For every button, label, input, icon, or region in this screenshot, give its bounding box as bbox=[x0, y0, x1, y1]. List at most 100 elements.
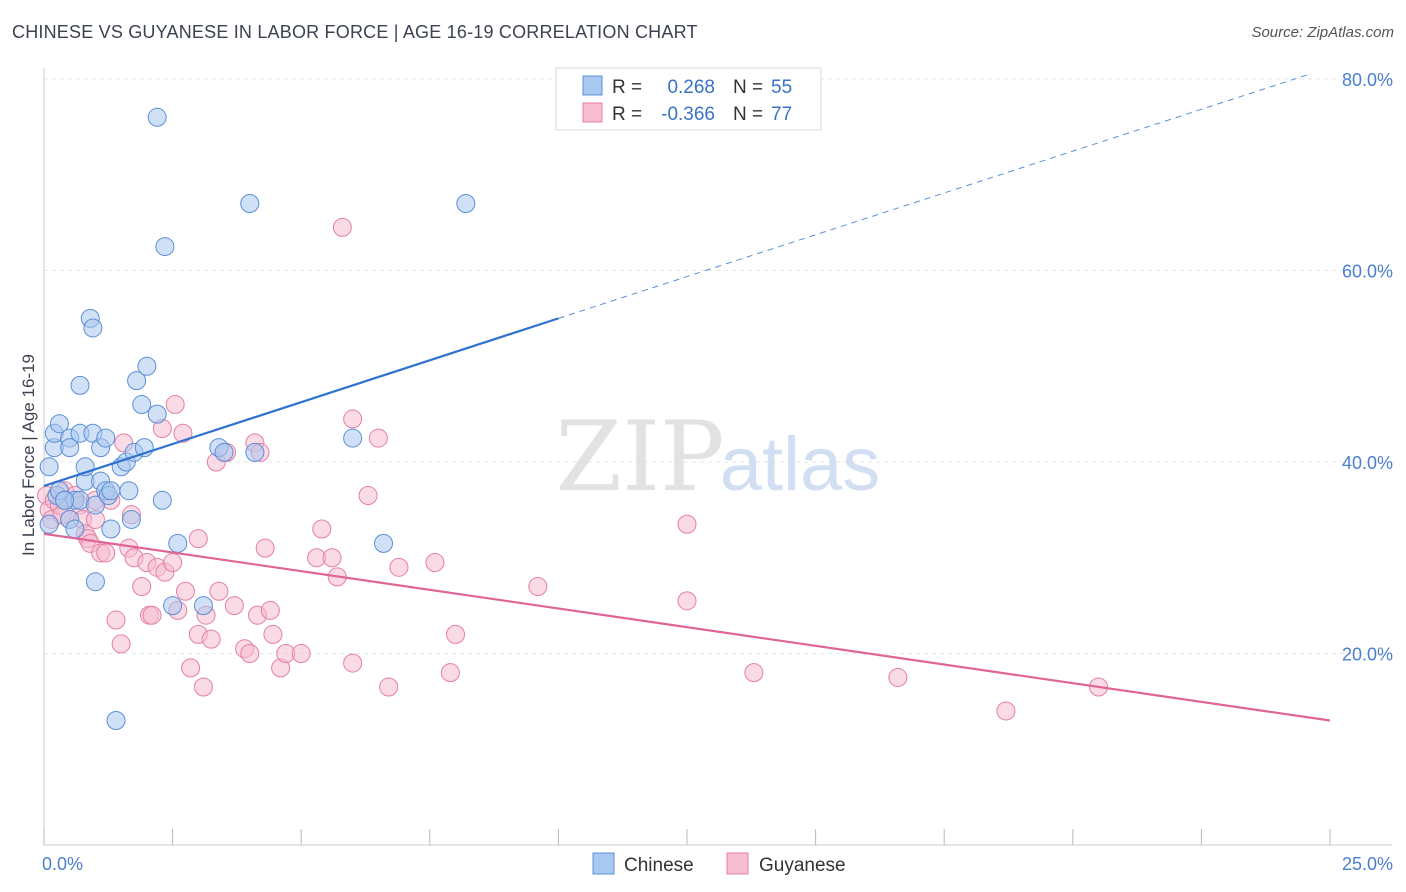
chinese-point-0 bbox=[39, 457, 59, 477]
guyanese-point-19 bbox=[106, 610, 126, 630]
chinese-point-37 bbox=[132, 395, 152, 415]
watermark-zip: ZIP bbox=[555, 401, 724, 513]
guyanese-point-76 bbox=[888, 667, 908, 687]
y-tick-label-3: 80.0% bbox=[1342, 70, 1393, 90]
legend-r-label-guyanese: R = bbox=[612, 104, 642, 125]
guyanese-point-64 bbox=[343, 409, 363, 429]
chinese-point-44 bbox=[163, 596, 183, 616]
legend-n-label-guyanese: N = bbox=[733, 104, 763, 125]
guyanese-point-25 bbox=[132, 576, 152, 596]
chinese-trend-line bbox=[43, 317, 559, 487]
chinese-point-1 bbox=[39, 514, 59, 534]
chinese-point-51 bbox=[343, 428, 363, 448]
legend-r-value-guyanese: -0.366 bbox=[661, 104, 715, 125]
guyanese-point-66 bbox=[368, 428, 388, 448]
chinese-point-40 bbox=[147, 404, 167, 424]
bottom-legend-label-guyanese: Guyanese bbox=[759, 855, 846, 876]
guyanese-point-62 bbox=[332, 217, 352, 237]
guyanese-point-38 bbox=[188, 529, 208, 549]
chinese-point-34 bbox=[121, 509, 141, 529]
chinese-point-5 bbox=[49, 414, 69, 434]
chinese-point-41 bbox=[147, 107, 167, 127]
guyanese-point-73 bbox=[677, 514, 697, 534]
guyanese-point-70 bbox=[440, 663, 460, 683]
source-credit: Source: ZipAtlas.com bbox=[1251, 24, 1394, 41]
chinese-point-42 bbox=[152, 490, 172, 510]
chinese-point-28 bbox=[101, 481, 121, 501]
watermark-atlas: atlas bbox=[720, 422, 881, 507]
chinese-point-50 bbox=[245, 442, 265, 462]
chinese-point-49 bbox=[240, 193, 260, 213]
axes bbox=[43, 68, 1392, 846]
chinese-point-30 bbox=[106, 711, 126, 731]
chinese-point-22 bbox=[85, 495, 105, 515]
x-tick-label-1: 25.0% bbox=[1342, 854, 1393, 874]
guyanese-point-28 bbox=[142, 605, 162, 625]
legend-swatch-chinese bbox=[582, 75, 603, 96]
guyanese-point-69 bbox=[425, 553, 445, 573]
gridlines bbox=[44, 78, 1392, 654]
guyanese-point-57 bbox=[291, 644, 311, 663]
chinese-point-36 bbox=[127, 371, 147, 391]
series-legend: Chinese Guyanese bbox=[592, 852, 846, 876]
guyanese-point-37 bbox=[181, 658, 201, 678]
guyanese-point-40 bbox=[193, 677, 213, 697]
y-tick-label-2: 60.0% bbox=[1342, 262, 1393, 282]
guyanese-point-60 bbox=[322, 548, 342, 568]
guyanese-point-53 bbox=[260, 600, 280, 620]
trend-lines bbox=[43, 73, 1331, 722]
guyanese-point-44 bbox=[209, 581, 229, 601]
chinese-point-46 bbox=[193, 596, 213, 616]
guyanese-point-42 bbox=[201, 629, 221, 649]
legend-n-value-guyanese: 77 bbox=[771, 104, 792, 125]
chinese-point-39 bbox=[137, 356, 157, 376]
chinese-point-48 bbox=[214, 442, 234, 462]
legend-r-label-chinese: R = bbox=[612, 77, 642, 98]
x-tick-label-0: 0.0% bbox=[42, 854, 83, 874]
y-tick-label-1: 40.0% bbox=[1342, 453, 1393, 473]
chinese-point-45 bbox=[168, 533, 188, 553]
guyanese-point-52 bbox=[255, 538, 275, 558]
guyanese-point-46 bbox=[224, 596, 244, 616]
guyanese-point-54 bbox=[263, 624, 283, 644]
guyanese-point-20 bbox=[111, 634, 131, 654]
guyanese-trend-line bbox=[43, 532, 1331, 722]
bottom-legend-swatch-chinese bbox=[592, 852, 615, 875]
chinese-point-33 bbox=[119, 481, 139, 501]
guyanese-point-35 bbox=[173, 423, 193, 443]
series-chinese-points bbox=[39, 107, 476, 731]
guyanese-point-75 bbox=[744, 663, 764, 683]
y-axis-label: In Labor Force | Age 16-19 bbox=[19, 354, 38, 556]
guyanese-point-59 bbox=[312, 519, 332, 539]
chinese-point-53 bbox=[456, 193, 476, 213]
legend-swatch-guyanese bbox=[582, 102, 603, 123]
guyanese-point-32 bbox=[163, 553, 183, 573]
legend-n-label-chinese: N = bbox=[733, 77, 763, 98]
chinese-point-43 bbox=[155, 237, 175, 257]
bottom-legend-label-chinese: Chinese bbox=[624, 855, 694, 876]
chinese-point-9 bbox=[60, 438, 80, 458]
chart-title: CHINESE VS GUYANESE IN LABOR FORCE | AGE… bbox=[12, 22, 698, 42]
bottom-legend-swatch-guyanese bbox=[726, 852, 749, 875]
guyanese-point-48 bbox=[240, 644, 260, 663]
chinese-point-29 bbox=[101, 519, 121, 539]
guyanese-point-68 bbox=[389, 557, 409, 577]
stats-legend: R = 0.268 N = 55 R = -0.366 N = 77 bbox=[555, 67, 822, 131]
guyanese-point-63 bbox=[343, 653, 363, 673]
legend-n-value-chinese: 55 bbox=[771, 77, 792, 98]
guyanese-point-65 bbox=[358, 486, 378, 506]
guyanese-point-36 bbox=[175, 581, 195, 601]
y-tick-label-0: 20.0% bbox=[1342, 645, 1393, 665]
legend-r-value-chinese: 0.268 bbox=[667, 77, 715, 98]
chinese-point-21 bbox=[85, 572, 105, 592]
chinese-point-54 bbox=[55, 490, 75, 510]
guyanese-point-33 bbox=[165, 395, 185, 415]
guyanese-point-17 bbox=[96, 543, 116, 563]
guyanese-point-77 bbox=[996, 701, 1016, 721]
chinese-point-26 bbox=[96, 428, 116, 448]
guyanese-point-71 bbox=[446, 624, 466, 644]
chinese-point-19 bbox=[83, 318, 103, 338]
chinese-point-52 bbox=[374, 533, 394, 553]
guyanese-point-67 bbox=[379, 677, 399, 697]
